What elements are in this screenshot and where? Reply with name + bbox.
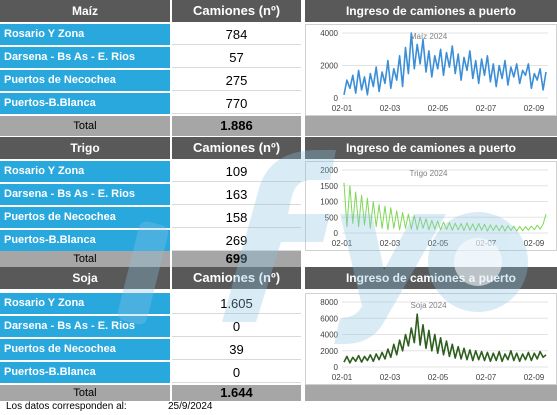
- chart-inner-title: Trigo 2024: [410, 169, 449, 178]
- trucks-value: 784: [172, 24, 301, 45]
- y-tick-label: 8000: [320, 298, 338, 307]
- port-label: Puertos-B.Blanca: [0, 230, 170, 251]
- x-tick-label: 02-09: [524, 373, 545, 382]
- port-label: Darsena - Bs As - E. Rios: [0, 184, 170, 205]
- total-value: 1.644: [172, 385, 301, 401]
- chart-header: Ingreso de camiones a puerto: [305, 137, 557, 159]
- crop-header-maiz: Maíz: [0, 0, 170, 22]
- series-line: [343, 313, 547, 364]
- x-tick-label: 02-01: [332, 373, 353, 382]
- y-tick-label: 0: [334, 229, 339, 238]
- section-trigo: Trigo Camiones (nº) Ingreso de camiones …: [0, 137, 557, 267]
- y-tick-label: 0: [334, 94, 339, 103]
- trucks-value: 163: [172, 184, 301, 205]
- footer-date: 25/9/2024: [168, 401, 213, 412]
- chart-inner-title: Maíz 2024: [410, 32, 448, 41]
- trucks-column-header: Camiones (nº): [172, 137, 301, 159]
- y-tick-label: 6000: [320, 314, 338, 323]
- chart-maiz: 0 2000 4000 02-01 02-03 02-05 02-07 02-09 Maíz 2…: [305, 24, 557, 116]
- trucks-value: 158: [172, 207, 301, 228]
- port-label: Puertos de Necochea: [0, 339, 170, 360]
- chart-svg-soja: 0 2000 4000 6000 8000 02-01 02-03 02-05 02-07 02-…: [320, 298, 548, 382]
- y-tick-label: 2000: [320, 62, 338, 71]
- y-tick-label: 2000: [320, 347, 338, 356]
- series-line: [343, 32, 547, 96]
- footer-note: Los datos corresponden al:: [6, 401, 127, 412]
- total-label: Total: [0, 116, 170, 136]
- crop-header-soja: Soja: [0, 267, 170, 289]
- x-tick-label: 02-05: [428, 104, 449, 113]
- trucks-value: 269: [172, 230, 301, 251]
- chart-header: Ingreso de camiones a puerto: [305, 0, 557, 22]
- x-tick-label: 02-05: [428, 239, 449, 248]
- port-label: Puertos-B.Blanca: [0, 93, 170, 114]
- total-strip: [305, 385, 557, 401]
- y-tick-label: 2000: [320, 166, 338, 175]
- total-label: Total: [0, 385, 170, 401]
- trucks-value: 57: [172, 47, 301, 68]
- port-label: Puertos-B.Blanca: [0, 362, 170, 383]
- y-tick-label: 500: [325, 213, 339, 222]
- total-value: 1.886: [172, 116, 301, 136]
- x-tick-label: 02-01: [332, 104, 353, 113]
- x-tick-label: 02-03: [380, 104, 401, 113]
- x-tick-label: 02-09: [524, 239, 545, 248]
- section-maiz: Maíz Camiones (nº) Ingreso de camiones a…: [0, 0, 557, 137]
- port-label: Rosario Y Zona: [0, 161, 170, 182]
- x-tick-label: 02-07: [476, 373, 497, 382]
- port-label: Rosario Y Zona: [0, 293, 170, 314]
- series-line: [343, 182, 547, 232]
- chart-soja: 0 2000 4000 6000 8000 02-01 02-03 02-05 02-07 02-…: [305, 293, 557, 385]
- chart-inner-title: Soja 2024: [411, 301, 448, 310]
- port-label: Darsena - Bs As - E. Rios: [0, 316, 170, 337]
- x-tick-label: 02-09: [524, 104, 545, 113]
- chart-svg-trigo: 0 500 1000 1500 2000 02-01 02-03 02-05 02-07 02-0…: [320, 166, 548, 248]
- total-label: Total: [0, 251, 170, 267]
- trucks-value: 39: [172, 339, 301, 360]
- x-tick-label: 02-05: [428, 373, 449, 382]
- crop-header-trigo: Trigo: [0, 137, 170, 159]
- port-label: Rosario Y Zona: [0, 24, 170, 45]
- trucks-value: 0: [172, 316, 301, 337]
- x-tick-label: 02-03: [380, 239, 401, 248]
- y-tick-label: 1000: [320, 198, 338, 207]
- chart-trigo: 0 500 1000 1500 2000 02-01 02-03 02-05 02-07 02-0…: [305, 161, 557, 251]
- trucks-value: 0: [172, 362, 301, 383]
- trucks-value: 109: [172, 161, 301, 182]
- x-tick-label: 02-01: [332, 239, 353, 248]
- port-label: Darsena - Bs As - E. Rios: [0, 47, 170, 68]
- x-tick-label: 02-07: [476, 239, 497, 248]
- trucks-column-header: Camiones (nº): [172, 0, 301, 22]
- x-tick-label: 02-07: [476, 104, 497, 113]
- port-label: Puertos de Necochea: [0, 207, 170, 228]
- chart-svg-maiz: 0 2000 4000 02-01 02-03 02-05 02-07 02-09 Maíz 2…: [320, 29, 548, 113]
- y-tick-label: 0: [334, 363, 339, 372]
- x-tick-label: 02-03: [380, 373, 401, 382]
- chart-header: Ingreso de camiones a puerto: [305, 267, 557, 289]
- trucks-value: 770: [172, 93, 301, 114]
- total-value: 699: [172, 251, 301, 267]
- trucks-column-header: Camiones (nº): [172, 267, 301, 289]
- y-tick-label: 4000: [320, 331, 338, 340]
- port-label: Puertos de Necochea: [0, 70, 170, 91]
- trucks-value: 275: [172, 70, 301, 91]
- y-tick-label: 1500: [320, 182, 338, 191]
- y-tick-label: 4000: [320, 29, 338, 38]
- total-strip: [305, 251, 557, 267]
- total-strip: [305, 116, 557, 136]
- trucks-value: 1.605: [172, 293, 301, 314]
- section-soja: Soja Camiones (nº) Ingreso de camiones a…: [0, 267, 557, 401]
